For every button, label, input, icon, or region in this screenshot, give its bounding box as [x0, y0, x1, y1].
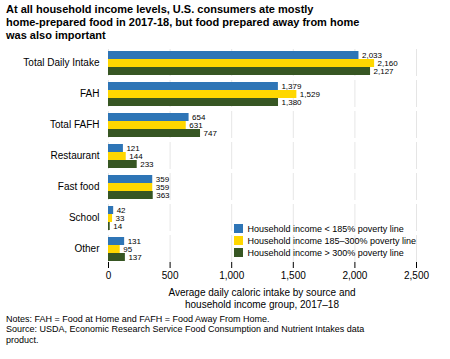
- svg-text:1,000: 1,000: [219, 269, 244, 280]
- svg-text:1,379: 1,379: [281, 82, 302, 91]
- svg-text:359: 359: [155, 174, 170, 184]
- svg-text:2,160: 2,160: [377, 58, 398, 68]
- svg-text:2,500: 2,500: [404, 269, 429, 280]
- svg-text:363: 363: [156, 191, 170, 200]
- svg-text:2,127: 2,127: [374, 67, 395, 76]
- svg-text:42: 42: [116, 205, 126, 215]
- svg-text:131: 131: [127, 236, 141, 246]
- html-text:At all household income levels: At all household income levels, U.S. con…: [6, 3, 360, 42]
- svg-text:233: 233: [140, 160, 154, 169]
- svg-text:33: 33: [115, 213, 125, 223]
- svg-text:Other: Other: [74, 243, 100, 254]
- svg-text:2,033: 2,033: [362, 50, 382, 60]
- svg-text:School: School: [69, 212, 100, 223]
- svg-text:0: 0: [106, 269, 112, 280]
- svg-text:1,529: 1,529: [300, 90, 321, 99]
- svg-text:Fast food: Fast food: [58, 181, 100, 192]
- html-text:product.: product.: [6, 335, 39, 346]
- html-text:Household income 185–300% pove: Household income 185–300% poverty line: [247, 236, 416, 247]
- svg-text:1,380: 1,380: [282, 98, 303, 107]
- svg-text:121: 121: [126, 143, 140, 153]
- html-text:Source: USDA, Economic Researc: Source: USDA, Economic Research Service …: [6, 324, 365, 335]
- svg-text:FAH: FAH: [80, 88, 99, 99]
- svg-text:Total FAFH: Total FAFH: [50, 119, 99, 130]
- html-text:Household income < 185% povert: Household income < 185% poverty line: [247, 224, 404, 235]
- svg-text:747: 747: [204, 129, 218, 138]
- svg-text:Total Daily Intake: Total Daily Intake: [23, 57, 100, 68]
- svg-text:631: 631: [189, 121, 203, 130]
- html-text:Average daily caloric intake b: Average daily caloric intake by source a…: [168, 286, 356, 310]
- html-text:Notes: FAH = Food at Home and: Notes: FAH = Food at Home and FAFH = Foo…: [6, 313, 270, 324]
- svg-text:Restaurant: Restaurant: [51, 150, 100, 161]
- svg-text:2,000: 2,000: [342, 269, 367, 280]
- svg-text:500: 500: [162, 269, 179, 280]
- svg-text:359: 359: [155, 182, 170, 192]
- html-text:Household income > 300% povert: Household income > 300% poverty line: [247, 248, 404, 259]
- svg-text:654: 654: [192, 112, 206, 122]
- svg-text:1,500: 1,500: [281, 269, 306, 280]
- svg-text:95: 95: [123, 244, 133, 254]
- svg-text:144: 144: [129, 151, 143, 161]
- svg-text:14: 14: [113, 222, 122, 231]
- svg-text:137: 137: [128, 253, 142, 262]
